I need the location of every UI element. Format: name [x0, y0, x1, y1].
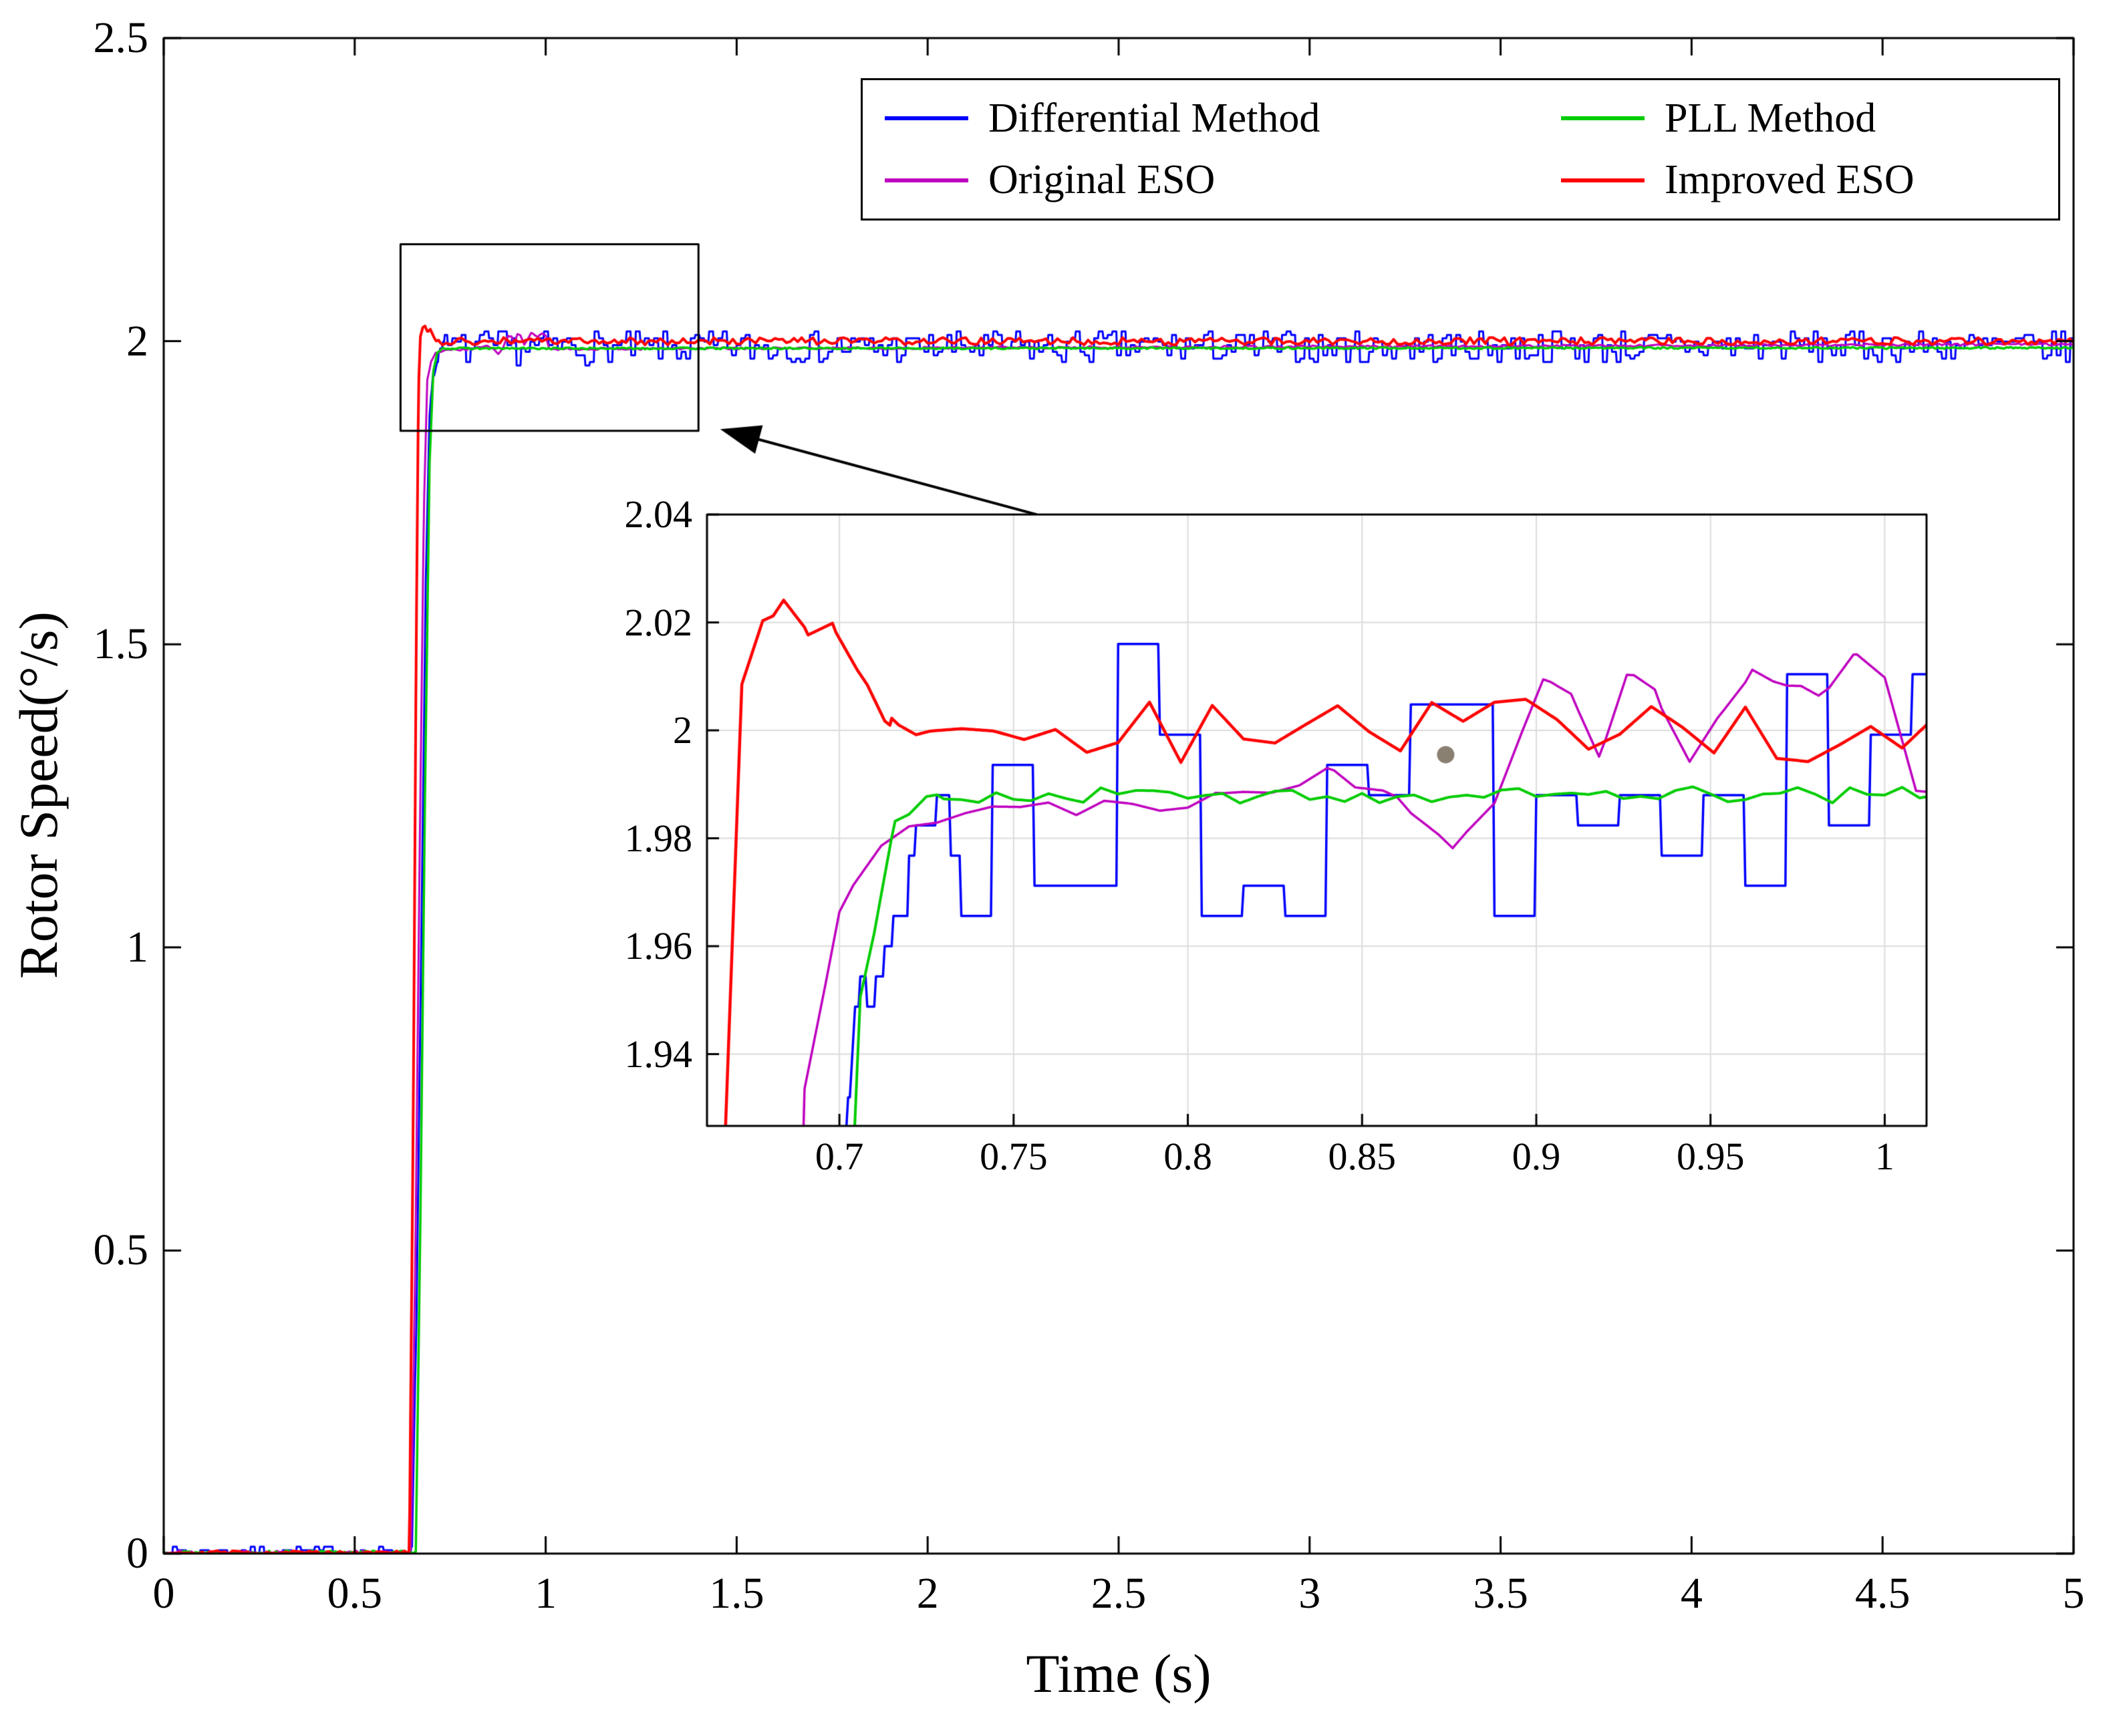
inset-y-tick-label: 2: [673, 708, 692, 752]
inset-y-tick-label: 2.04: [624, 492, 693, 536]
main-y-tick-label: 2: [126, 316, 148, 366]
legend-item-pll-method: PLL Method: [1561, 95, 2058, 142]
legend-line-swatch-differential: [885, 116, 968, 121]
inset-x-tick-label: 0.9: [1512, 1135, 1561, 1178]
inset-x-tick-label: 0.95: [1676, 1135, 1745, 1178]
inset-x-tick-label: 1: [1874, 1135, 1894, 1178]
legend-item-differential-method: Differential Method: [885, 95, 1561, 142]
main-x-tick-label: 0: [152, 1569, 175, 1618]
legend-line-swatch-improved-eso: [1561, 178, 1645, 182]
inset-x-tick-label: 0.75: [980, 1135, 1048, 1178]
legend-item-improved-eso: Improved ESO: [1561, 156, 2058, 204]
legend-line-swatch-original-eso: [885, 178, 968, 182]
legend: Differential Method PLL Method Original …: [861, 78, 2060, 221]
main-y-tick-label: 1.5: [93, 619, 149, 669]
main-y-tick-label: 2.5: [93, 13, 149, 62]
main-y-tick-label: 0: [126, 1529, 148, 1578]
main-x-tick-label: 3.5: [1473, 1569, 1528, 1618]
main-x-tick-label: 5: [2062, 1569, 2085, 1618]
inset-y-tick-label: 1.94: [624, 1032, 693, 1076]
legend-label-differential: Differential Method: [988, 95, 1320, 141]
legend-label-improved-eso: Improved ESO: [1665, 157, 1915, 203]
main-x-tick-label: 3: [1298, 1569, 1321, 1618]
main-x-tick-label: 1.5: [709, 1569, 764, 1618]
legend-line-swatch-pll: [1561, 116, 1645, 121]
main-y-tick-label: 1: [126, 922, 148, 972]
inset-x-tick-label: 0.8: [1163, 1135, 1212, 1178]
y-axis-label: Rotor Speed(°/s): [8, 611, 69, 979]
inset-y-tick-label: 1.96: [624, 924, 693, 968]
legend-label-original-eso: Original ESO: [988, 157, 1216, 203]
inset-x-tick-label: 0.85: [1328, 1135, 1397, 1178]
x-axis-label: Time (s): [1026, 1643, 1212, 1704]
main-x-tick-label: 1: [535, 1569, 557, 1618]
main-x-tick-label: 2: [916, 1569, 939, 1618]
legend-item-original-eso: Original ESO: [885, 156, 1561, 204]
inset-y-tick-label: 1.98: [624, 816, 693, 860]
legend-label-pll: PLL Method: [1665, 95, 1876, 141]
main-x-tick-label: 2.5: [1091, 1569, 1147, 1618]
main-x-tick-label: 4: [1680, 1569, 1703, 1618]
inset-x-tick-label: 0.7: [815, 1135, 864, 1178]
main-x-tick-label: 4.5: [1854, 1569, 1910, 1618]
main-y-tick-label: 0.5: [93, 1225, 149, 1275]
main-x-tick-label: 0.5: [327, 1569, 383, 1618]
inset-y-tick-label: 2.02: [624, 600, 693, 644]
